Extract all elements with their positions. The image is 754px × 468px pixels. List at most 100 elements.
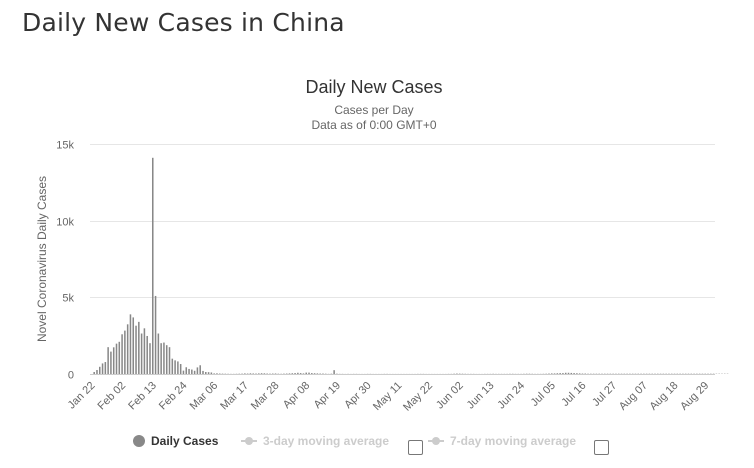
x-tick-label: Feb 24 — [157, 380, 190, 413]
bar[interactable] — [171, 358, 174, 374]
bar[interactable] — [104, 362, 107, 374]
x-tick-label: Apr 08 — [281, 380, 312, 411]
bar[interactable] — [556, 373, 559, 374]
bar[interactable] — [146, 335, 148, 374]
bar[interactable] — [252, 373, 254, 374]
bar[interactable] — [179, 364, 182, 374]
bar[interactable] — [570, 372, 573, 374]
bar[interactable] — [174, 360, 176, 374]
bar[interactable] — [96, 370, 98, 374]
x-tick-label: Jul 16 — [559, 380, 588, 409]
x-tick-label: Aug 18 — [647, 380, 680, 413]
chart-subtitle: Cases per Day Data as of 0:00 GMT+0 — [0, 103, 748, 133]
bar[interactable] — [126, 324, 129, 374]
bar[interactable] — [99, 366, 101, 374]
bar[interactable] — [152, 157, 154, 374]
bar[interactable] — [316, 373, 319, 374]
legend-item-7-day-average[interactable]: 7-day moving average — [428, 434, 576, 448]
bar[interactable] — [101, 363, 104, 374]
bar[interactable] — [110, 351, 112, 374]
bar[interactable] — [216, 373, 218, 374]
x-tick-label: May 22 — [401, 380, 435, 414]
bar[interactable] — [576, 373, 578, 374]
bar[interactable] — [202, 370, 204, 374]
bar[interactable] — [115, 343, 118, 374]
y-tick-label: 10k — [56, 217, 74, 229]
bar[interactable] — [559, 373, 561, 374]
bar[interactable] — [562, 373, 564, 374]
bar[interactable] — [157, 333, 160, 374]
bar[interactable] — [564, 372, 567, 374]
x-tick-label: Jun 24 — [495, 380, 527, 412]
line-marker-icon — [428, 435, 444, 447]
bar[interactable] — [333, 370, 335, 374]
bar[interactable] — [288, 373, 291, 374]
bar[interactable] — [177, 361, 179, 374]
bar[interactable] — [313, 373, 316, 374]
bar[interactable] — [124, 330, 126, 374]
bar[interactable] — [165, 345, 168, 374]
bar[interactable] — [308, 372, 310, 374]
x-tick-label: Jun 13 — [465, 380, 497, 412]
bar[interactable] — [207, 372, 210, 374]
bar[interactable] — [263, 373, 266, 374]
bar[interactable] — [567, 372, 570, 374]
bar[interactable] — [551, 373, 553, 374]
bar[interactable] — [121, 334, 123, 374]
legend-item-3-day-average[interactable]: 3-day moving average — [241, 434, 389, 448]
bar[interactable] — [129, 314, 132, 374]
bar[interactable] — [132, 317, 135, 374]
bar[interactable] — [112, 347, 115, 374]
bar[interactable] — [213, 373, 215, 374]
bar[interactable] — [249, 373, 252, 374]
bar[interactable] — [274, 373, 277, 374]
bar[interactable] — [138, 321, 140, 374]
bar[interactable] — [191, 369, 193, 374]
bar-series — [93, 157, 729, 374]
bar[interactable] — [305, 372, 307, 374]
daily-cases-dot-icon — [133, 435, 145, 447]
bar[interactable] — [168, 347, 171, 374]
bar[interactable] — [163, 342, 165, 374]
bar[interactable] — [149, 343, 151, 374]
bar[interactable] — [118, 341, 121, 374]
bar[interactable] — [294, 373, 296, 374]
bar[interactable] — [291, 373, 294, 374]
bar[interactable] — [140, 333, 143, 374]
3-day-average-checkbox[interactable] — [408, 440, 423, 455]
x-tick-label: Aug 29 — [678, 380, 711, 413]
line-marker-icon — [241, 435, 257, 447]
bar[interactable] — [573, 373, 575, 374]
x-tick-label: May 11 — [371, 380, 404, 413]
bar[interactable] — [199, 365, 201, 374]
bar[interactable] — [154, 295, 157, 374]
bar[interactable] — [193, 370, 196, 374]
bar[interactable] — [299, 373, 302, 374]
bar[interactable] — [311, 373, 313, 374]
bar[interactable] — [93, 372, 95, 374]
bar[interactable] — [205, 372, 207, 374]
bar[interactable] — [182, 370, 185, 374]
bar[interactable] — [578, 373, 581, 374]
bar[interactable] — [302, 373, 305, 374]
legend-item-daily-cases[interactable]: Daily Cases — [133, 434, 218, 448]
bar[interactable] — [107, 347, 109, 374]
bar[interactable] — [188, 368, 190, 374]
bar[interactable] — [143, 328, 146, 374]
bar[interactable] — [135, 325, 137, 374]
bar[interactable] — [244, 373, 246, 374]
bar[interactable] — [260, 373, 263, 374]
bar[interactable] — [297, 372, 299, 374]
bar[interactable] — [196, 367, 199, 374]
grid-lines — [90, 144, 715, 375]
bar[interactable] — [185, 367, 188, 374]
legend-label-daily-cases: Daily Cases — [151, 434, 219, 448]
bar[interactable] — [160, 343, 162, 374]
bar[interactable] — [553, 373, 556, 374]
x-tick-label: Apr 19 — [312, 380, 343, 411]
chart-plot: 0 5k 10k 15k Novel Coronavirus Daily Cases Ja… — [35, 140, 729, 414]
bar[interactable] — [258, 373, 260, 374]
x-tick-label: Mar 06 — [188, 380, 221, 413]
bar[interactable] — [210, 372, 213, 374]
7-day-average-checkbox[interactable] — [594, 440, 609, 455]
